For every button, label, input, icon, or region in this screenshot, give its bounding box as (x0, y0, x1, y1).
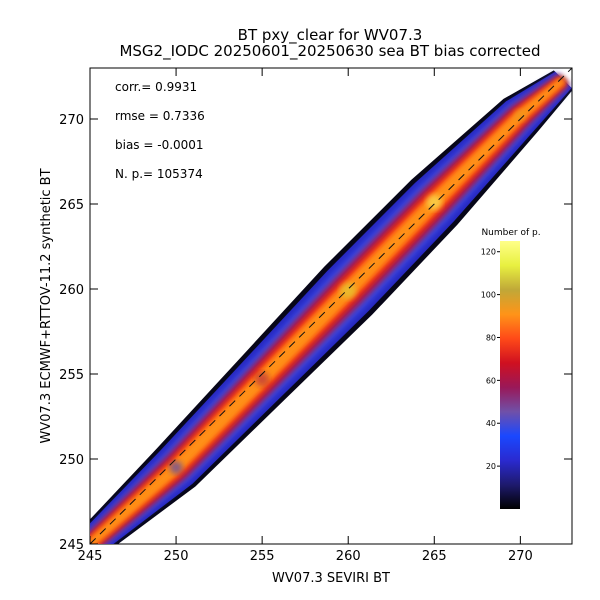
x-tick-label: 260 (336, 549, 361, 564)
colorbar-tick-label: 40 (486, 419, 496, 428)
plot-frame (89, 67, 573, 545)
x-axis-ticks: 245 250 255 260 265 270 (78, 68, 533, 564)
density-level (90, 78, 565, 544)
chart-subtitle: MSG2_IODC 20250601_20250630 sea BT bias … (119, 42, 540, 61)
colorbar-tick-label: 120 (481, 248, 496, 257)
density-band (90, 70, 572, 544)
y-axis-ticks: 245 250 255 260 265 270 (59, 113, 572, 553)
colorbar-tick-label: 100 (481, 291, 496, 300)
x-tick-label: 245 (78, 549, 103, 564)
colorbar-tick-label: 80 (486, 333, 496, 342)
fit-line (89, 67, 573, 545)
stat-line: rmse = 0.7336 (115, 109, 205, 123)
density-core (169, 461, 183, 474)
y-tick-label: 250 (59, 453, 84, 468)
x-tick-label: 255 (250, 549, 275, 564)
y-tick-label: 255 (59, 368, 84, 383)
y-tick-label: 245 (59, 538, 84, 553)
stat-line: corr.= 0.9931 (115, 80, 197, 94)
stats-annotations: corr.= 0.9931 rmse = 0.7336 bias = -0.0001… (115, 80, 205, 181)
colorbar: Number of p. 20 40 60 80 100 120 (481, 228, 541, 509)
chart-title: BT pxy_clear for WV07.3 (238, 26, 423, 45)
density-core (254, 371, 270, 387)
x-tick-label: 250 (164, 549, 189, 564)
y-tick-label: 265 (59, 198, 84, 213)
y-tick-label: 270 (59, 113, 84, 128)
x-tick-label: 270 (508, 549, 533, 564)
colorbar-gradient (500, 241, 520, 509)
x-axis-label: WV07.3 SEVIRI BT (272, 571, 390, 586)
colorbar-tick-label: 60 (486, 376, 496, 385)
density-core (514, 110, 527, 122)
x-tick-label: 265 (422, 549, 447, 564)
y-axis-label: WV07.3 ECMWF+RTTOV-11.2 synthetic BT (39, 168, 54, 443)
stat-line: N. p.= 105374 (115, 167, 203, 181)
colorbar-ticks: 20 40 60 80 100 120 (481, 248, 500, 471)
density-core (340, 282, 357, 299)
density-core (426, 194, 442, 210)
colorbar-tick-label: 20 (486, 462, 496, 471)
colorbar-label: Number of p. (481, 228, 540, 238)
stat-line: bias = -0.0001 (115, 138, 204, 152)
y-tick-label: 260 (59, 283, 84, 298)
